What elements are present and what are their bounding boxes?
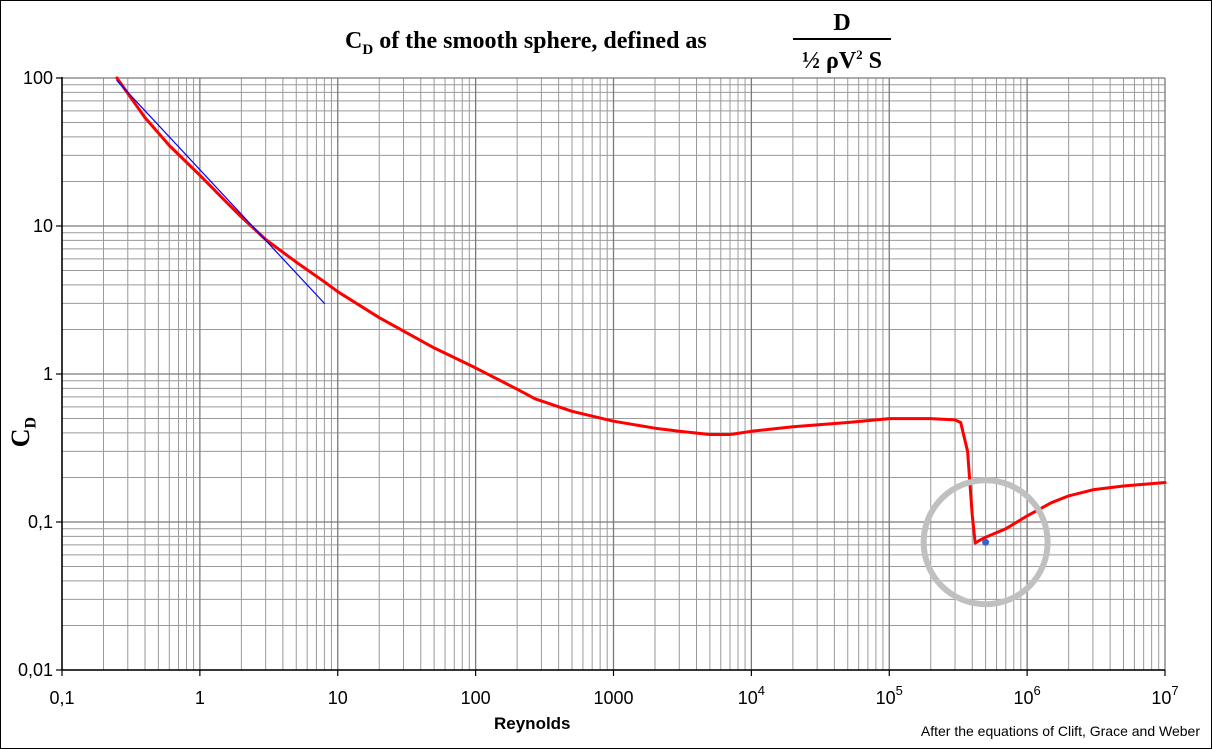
fraction-numerator: D xyxy=(833,10,851,36)
x-tick-label: 1000 xyxy=(593,688,633,708)
x-tick-label: 10 xyxy=(328,688,348,708)
y-tick-label: 1 xyxy=(43,364,53,384)
footnote-credit: After the equations of Clift, Grace and … xyxy=(920,723,1200,739)
title-text: CD of the smooth sphere, defined as xyxy=(345,28,707,58)
x-axis-label: Reynolds xyxy=(494,714,571,733)
fraction-denominator: ½ ρV2 S xyxy=(801,47,883,74)
x-tick-label: 106 xyxy=(1013,683,1040,708)
title-fraction: D ½ ρV2 S xyxy=(790,8,894,76)
y-tick-label: 10 xyxy=(33,216,53,236)
chart-title: CD of the smooth sphere, defined as D ½ … xyxy=(0,8,1212,74)
series-line-stokes-asymptote xyxy=(116,79,325,304)
y-tick-label: 0,01 xyxy=(18,660,53,680)
x-tick-label: 0,1 xyxy=(49,688,74,708)
fraction-bar xyxy=(793,38,891,40)
y-tick-label: 100 xyxy=(23,68,53,88)
x-tick-label: 104 xyxy=(738,683,765,708)
y-tick-label: 0,1 xyxy=(28,512,53,532)
x-tick-label: 1 xyxy=(195,688,205,708)
x-tick-label: 105 xyxy=(876,683,903,708)
x-tick-label: 100 xyxy=(461,688,491,708)
highlight-point xyxy=(982,538,990,546)
y-axis-label: CD xyxy=(6,416,40,448)
x-tick-label: 107 xyxy=(1151,683,1178,708)
series-line-drag-curve xyxy=(115,76,1167,545)
highlight-circle xyxy=(920,477,1051,608)
